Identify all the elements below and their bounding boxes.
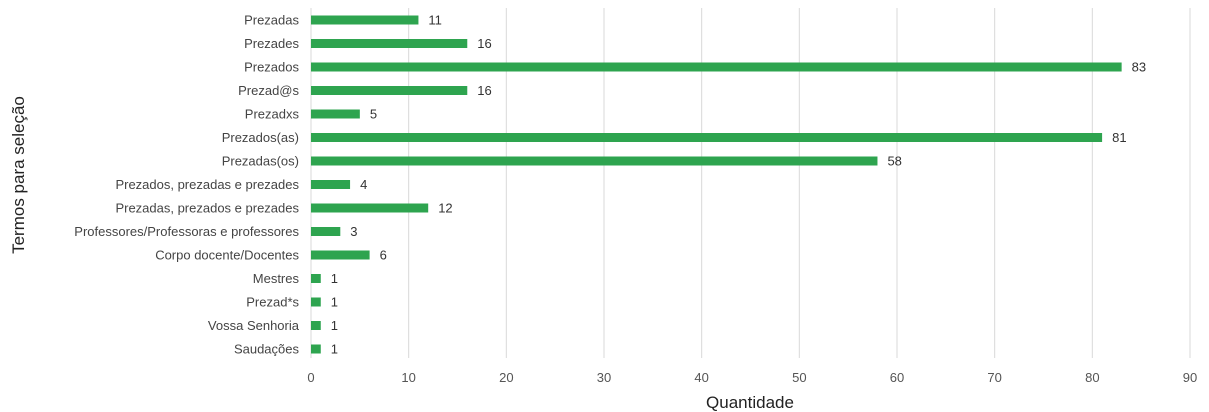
gridlines xyxy=(310,8,1191,358)
data-label: 12 xyxy=(438,201,452,216)
x-tick-label: 20 xyxy=(499,370,513,385)
x-tick-label: 70 xyxy=(987,370,1001,385)
y-axis-title: Termos para seleção xyxy=(9,96,28,254)
x-tick-label: 10 xyxy=(401,370,415,385)
data-label: 1 xyxy=(331,318,338,333)
bar xyxy=(311,227,341,236)
category-label: Prezades xyxy=(244,36,299,51)
data-label: 81 xyxy=(1112,130,1126,145)
bar xyxy=(311,39,468,48)
data-label: 6 xyxy=(380,248,387,263)
category-label: Corpo docente/Docentes xyxy=(155,248,299,263)
bar xyxy=(311,156,878,166)
data-label: 16 xyxy=(477,36,491,51)
bar xyxy=(311,109,360,119)
data-label: 1 xyxy=(331,271,338,286)
category-label: Prezadas, prezados e prezades xyxy=(115,201,299,216)
x-tick-label: 0 xyxy=(307,370,314,385)
bar xyxy=(311,180,351,189)
data-label: 11 xyxy=(428,13,442,28)
bar xyxy=(311,297,321,307)
category-label: Mestres xyxy=(253,271,300,286)
x-tick-label: 50 xyxy=(792,370,806,385)
x-axis-title: Quantidade xyxy=(706,393,794,412)
bars xyxy=(311,15,1122,354)
x-tick-label: 60 xyxy=(890,370,904,385)
category-label: Saudações xyxy=(234,342,300,357)
data-label: 16 xyxy=(477,83,491,98)
bar xyxy=(311,62,1122,72)
data-label: 4 xyxy=(360,177,367,192)
bar xyxy=(311,274,321,283)
x-tick-labels: 0 10 20 30 40 50 60 70 80 90 xyxy=(307,370,1197,385)
category-label: Prezadxs xyxy=(245,107,300,122)
bar xyxy=(311,344,321,354)
category-label: Prezad*s xyxy=(246,295,299,310)
bar xyxy=(311,203,429,213)
category-label: Prezad@s xyxy=(238,83,299,98)
category-label: Prezadas(os) xyxy=(222,154,299,169)
data-label: 83 xyxy=(1132,60,1146,75)
data-label: 5 xyxy=(370,107,377,122)
data-label: 58 xyxy=(887,154,901,169)
category-label: Prezados xyxy=(244,60,299,75)
data-label: 1 xyxy=(331,342,338,357)
x-tick-label: 90 xyxy=(1183,370,1197,385)
category-label: Vossa Senhoria xyxy=(208,318,300,333)
data-label: 3 xyxy=(350,224,357,239)
bar xyxy=(311,250,370,260)
bar xyxy=(311,133,1103,142)
x-tick-label: 40 xyxy=(694,370,708,385)
category-label: Professores/Professoras e professores xyxy=(74,224,299,239)
x-tick-label: 80 xyxy=(1085,370,1099,385)
bar xyxy=(311,15,419,25)
category-label: Prezados(as) xyxy=(222,130,299,145)
category-labels: Prezadas Prezades Prezados Prezad@s Prezadxs… xyxy=(74,13,299,357)
bar xyxy=(311,321,321,330)
category-label: Prezadas xyxy=(244,13,299,28)
bar xyxy=(311,86,468,95)
category-label: Prezados, prezadas e prezades xyxy=(115,177,299,192)
x-tick-label: 30 xyxy=(597,370,611,385)
data-label: 1 xyxy=(331,295,338,310)
